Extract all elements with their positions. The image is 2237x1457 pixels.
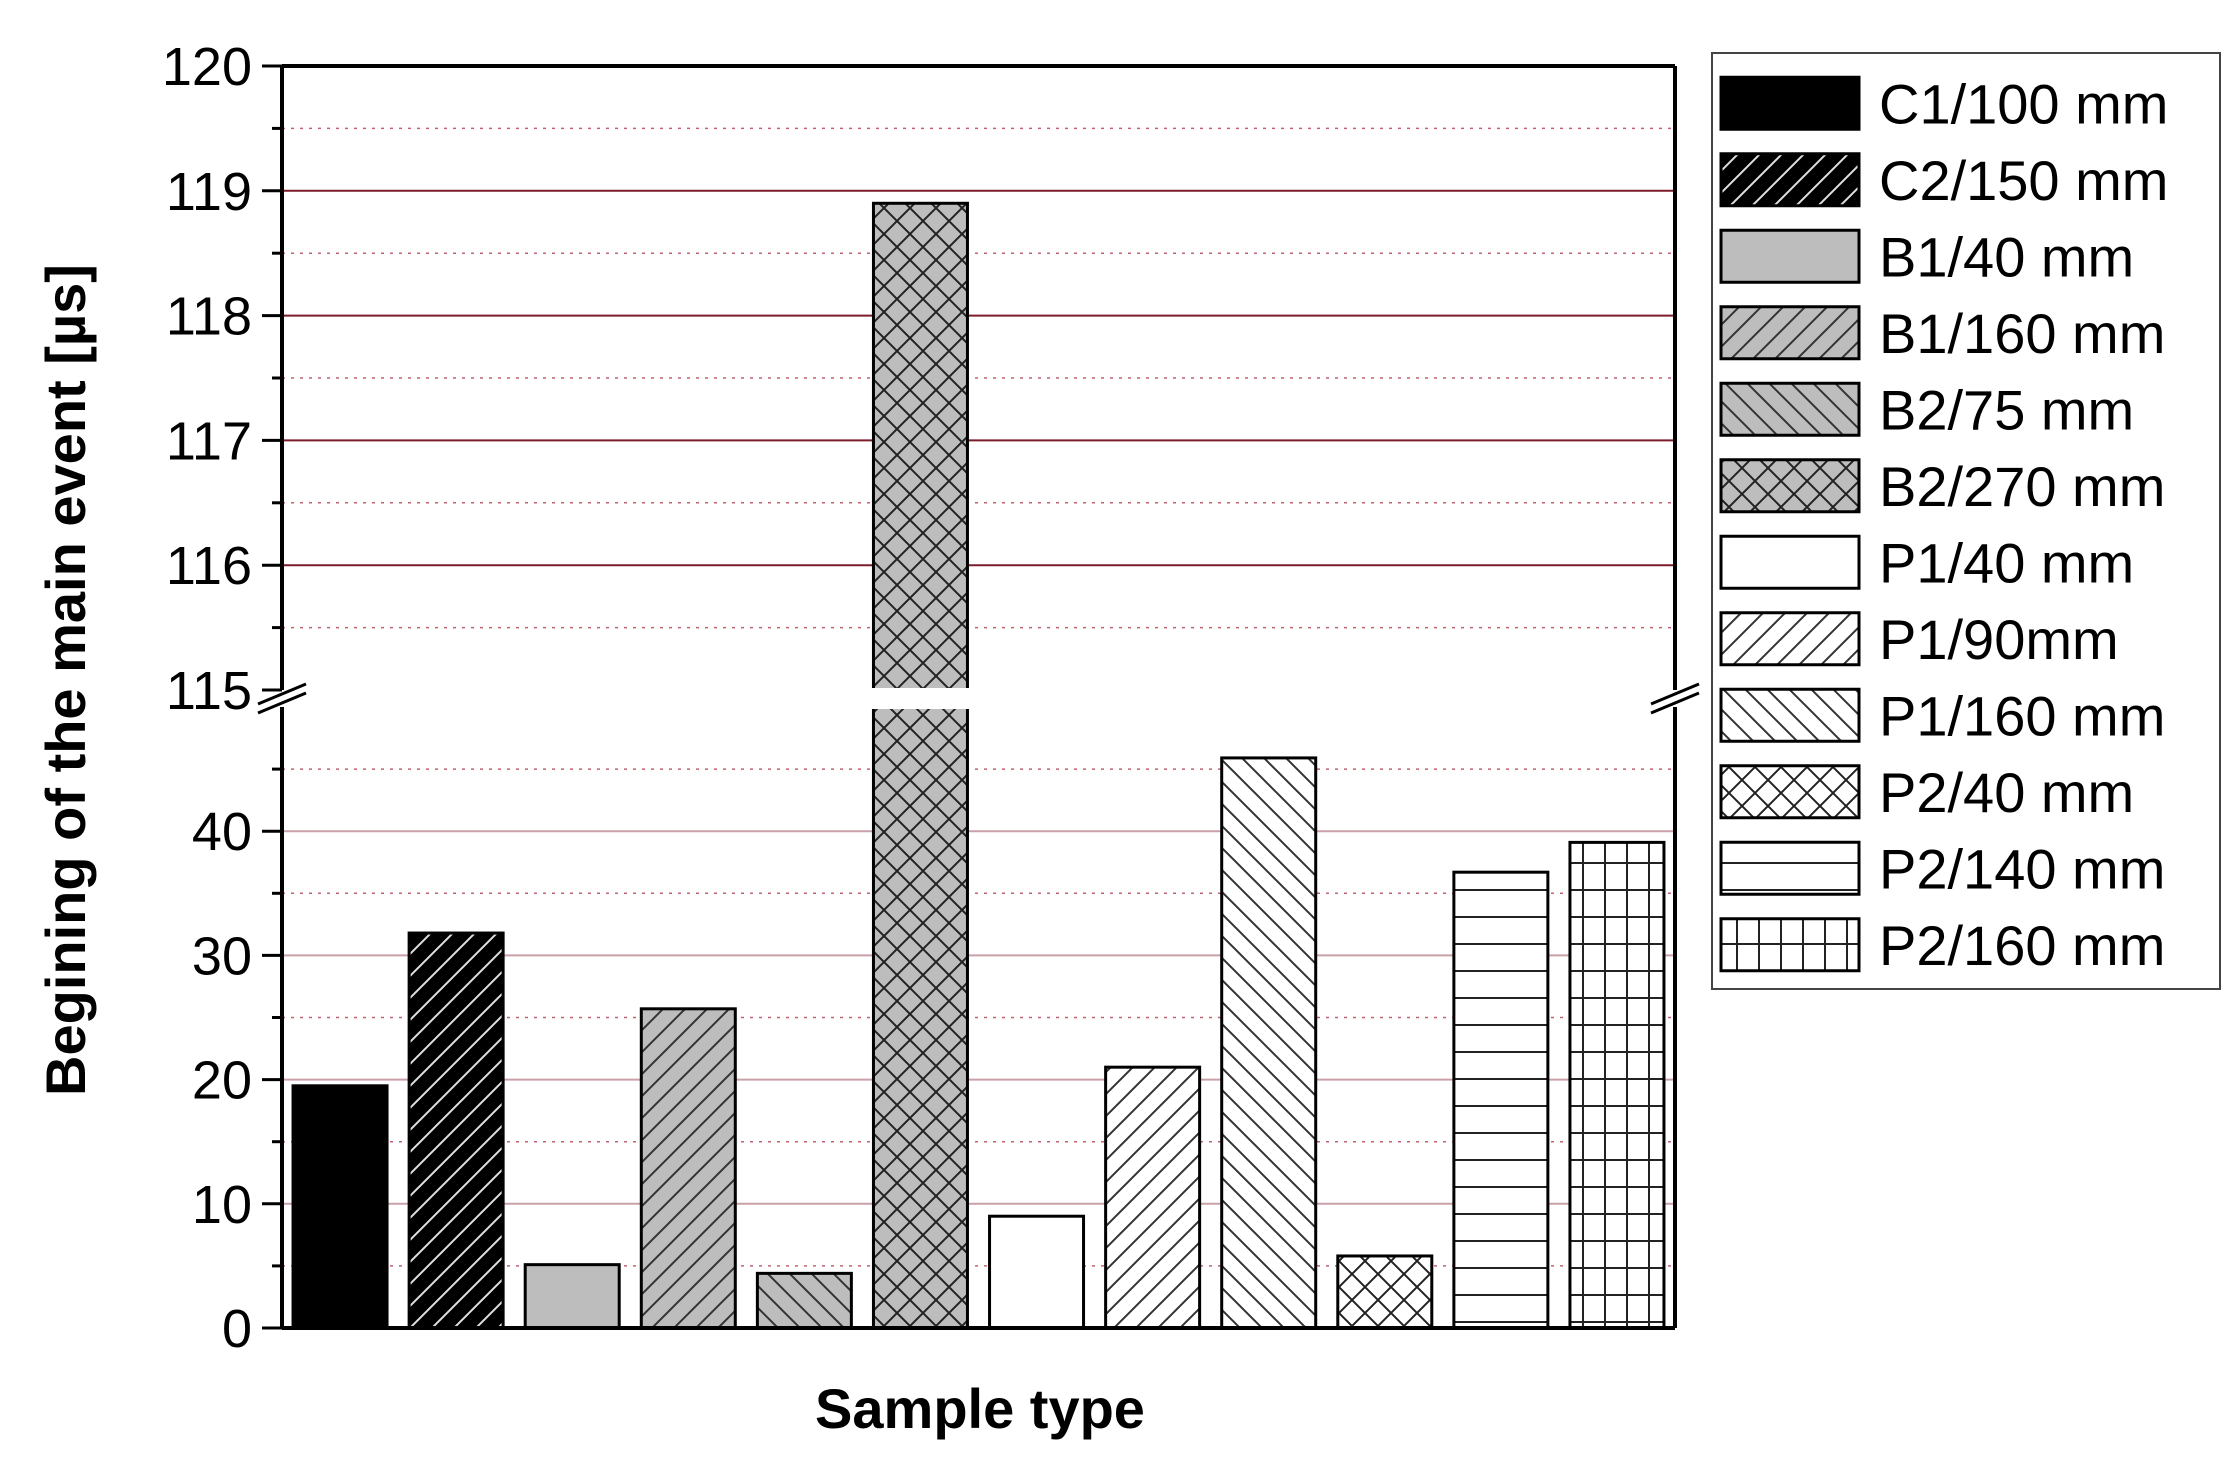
- legend-item: B2/270 mm: [1719, 455, 2165, 518]
- bar: [1452, 870, 1550, 1330]
- legend-label: B1/160 mm: [1879, 302, 2165, 365]
- legend-item: P1/40 mm: [1719, 531, 2134, 594]
- y-tick-label: 40: [192, 802, 252, 862]
- y-tick-label: 120: [162, 37, 252, 97]
- y-tick-label: 115: [166, 661, 252, 721]
- legend: C1/100 mm C2/150 mm B1/40 mm B1/160 mm B2/75…: [1711, 52, 2221, 990]
- y-axis-title: Begining of the main event [µs]: [34, 264, 97, 1096]
- legend-item: P1/160 mm: [1719, 684, 2165, 747]
- bar: [1568, 840, 1666, 1330]
- bar: [755, 1271, 853, 1330]
- legend-item: C2/150 mm: [1719, 149, 2168, 212]
- bar: [869, 201, 972, 1330]
- bar: [988, 1214, 1086, 1330]
- bar: [1220, 756, 1318, 1330]
- bar: [523, 1263, 621, 1330]
- legend-swatch: [1721, 230, 1859, 283]
- y-tick-label: 0: [222, 1299, 252, 1359]
- bar: [1336, 1254, 1434, 1330]
- legend-item: P2/140 mm: [1719, 837, 2165, 900]
- legend-label: C2/150 mm: [1879, 149, 2168, 212]
- y-tick-label: 116: [166, 536, 252, 596]
- legend-item: B1/40 mm: [1719, 225, 2134, 288]
- y-tick-label: 117: [166, 411, 252, 471]
- legend-label: P1/160 mm: [1879, 684, 2165, 747]
- legend-label: B2/270 mm: [1879, 455, 2165, 518]
- legend-item: B1/160 mm: [1719, 302, 2165, 365]
- legend-label: P2/40 mm: [1879, 761, 2134, 824]
- legend-label: P1/90mm: [1879, 608, 2119, 671]
- y-tick-label: 20: [192, 1051, 252, 1111]
- legend-swatch: [1721, 77, 1859, 130]
- legend-label: P2/140 mm: [1879, 837, 2165, 900]
- grid-lines: [282, 127, 1675, 1267]
- legend-item: C1/100 mm: [1719, 72, 2168, 135]
- y-axis: 115 116 117 118 119 120 0 10 20 30 40: [162, 37, 282, 1359]
- legend-swatch: [1721, 536, 1859, 589]
- y-tick-label: 30: [192, 926, 252, 986]
- legend-label: P2/160 mm: [1879, 914, 2165, 977]
- x-axis-title: Sample type: [815, 1377, 1145, 1440]
- y-tick-label: 10: [192, 1175, 252, 1235]
- legend-item: P2/40 mm: [1719, 761, 2134, 824]
- bar: [639, 1007, 737, 1330]
- bars: [291, 201, 1666, 1330]
- bar: [407, 931, 505, 1330]
- legend-item: B2/75 mm: [1719, 378, 2134, 441]
- legend-label: B2/75 mm: [1879, 378, 2134, 441]
- legend-item: P1/90mm: [1719, 608, 2119, 671]
- legend-item: P2/160 mm: [1719, 914, 2165, 977]
- legend-label: B1/40 mm: [1879, 225, 2134, 288]
- legend-label: C1/100 mm: [1879, 72, 2168, 135]
- y-tick-label: 118: [166, 287, 252, 347]
- y-tick-label: 119: [166, 162, 252, 222]
- legend-label: P1/40 mm: [1879, 531, 2134, 594]
- bar: [291, 1084, 389, 1330]
- legend-box: [1711, 52, 2221, 990]
- bar: [1104, 1065, 1202, 1330]
